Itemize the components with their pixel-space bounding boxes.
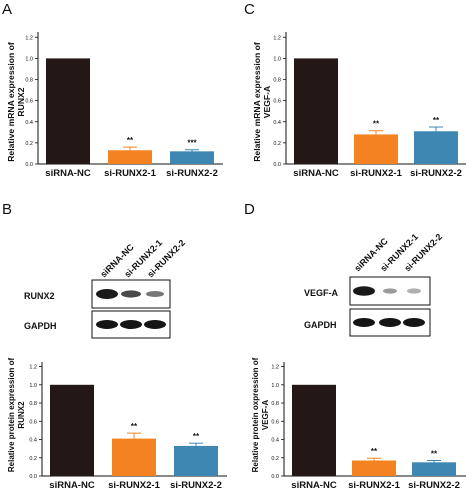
panel-c-ytick-label: 1.2 — [273, 35, 281, 41]
panel-b-significance: ** — [131, 422, 138, 431]
panel-c-bar — [414, 131, 458, 164]
panel-a: A Relative mRNA expression of RUNX2 0.0 0… — [0, 0, 237, 185]
panel-a-ytick-label: 1.0 — [25, 56, 33, 62]
panel-a-ylabel-line1: Relative mRNA expression of — [6, 42, 16, 162]
panel-b-ytick-label: 0.6 — [29, 419, 37, 425]
panel-d-ytick-label: 0.2 — [271, 456, 279, 462]
panel-c-ytick-label: 0.0 — [273, 162, 281, 168]
panel-c-ytick-label: 0.8 — [273, 78, 281, 84]
panel-d-band-gapdh-3 — [403, 318, 425, 327]
panel-b-ytick-label: 0.4 — [29, 438, 37, 444]
panel-c-ylabel-line2: VEGF-A — [262, 86, 272, 118]
panel-a-ytick-label: 0.0 — [25, 162, 33, 168]
panel-b-ylabel-line2: RUNX2 — [17, 401, 26, 429]
panel-b-svg: B siRNA-NC si-RUNX2-1 si-RUNX2-2 RUNX2 G… — [2, 201, 227, 491]
panel-c-ylabel-line1: Relative mRNA expression of — [252, 42, 262, 162]
panel-b-band-gapdh-2 — [120, 320, 142, 329]
panel-d-bar — [292, 384, 336, 476]
panel-b-ytick-label: 0.8 — [29, 401, 37, 407]
panel-b-band-runx2-1 — [96, 289, 118, 299]
panel-d-band-gapdh-2 — [379, 318, 401, 327]
panel-a-svg: A Relative mRNA expression of RUNX2 0.0 0… — [2, 1, 223, 179]
panel-b-ytick-label: 0.2 — [29, 456, 37, 462]
panel-b-category-label: si-RUNX2-1 — [108, 480, 160, 491]
panel-c-category-label: siRNA-NC — [293, 168, 339, 179]
panel-c-significance: ** — [433, 116, 440, 125]
panel-b-ytick-label: 0.0 — [29, 474, 37, 480]
panel-c-ytick-label: 0.4 — [273, 120, 281, 126]
panel-b-band-runx2-3 — [146, 291, 164, 297]
panel-b-blot-row-1-label: RUNX2 — [24, 291, 55, 301]
panel-d-svg: D siRNA-NC si-RUNX2-1 si-RUNX2-2 VEGF-A … — [244, 201, 466, 491]
panel-d-ytick-label: 0.0 — [271, 474, 279, 480]
panel-c-svg: C Relative mRNA expression of VEGF-A 0.0… — [244, 1, 466, 179]
panel-b: B siRNA-NC si-RUNX2-1 si-RUNX2-2 RUNX2 G… — [0, 200, 237, 493]
panel-b-category-label: si-RUNX2-2 — [170, 480, 222, 491]
panel-d-blot-row-2-label: GAPDH — [304, 320, 337, 330]
panel-a-ytick-label: 1.2 — [25, 35, 33, 41]
panel-d-band-vegfa-2 — [383, 288, 397, 294]
panel-a-category-label: siRNA-NC — [45, 168, 91, 179]
panel-a-ylabel-line2: RUNX2 — [16, 87, 26, 116]
panel-c-label: C — [244, 1, 255, 18]
panel-d: D siRNA-NC si-RUNX2-1 si-RUNX2-2 VEGF-A … — [240, 200, 474, 493]
panel-c: C Relative mRNA expression of VEGF-A 0.0… — [240, 0, 474, 185]
panel-d-ylabel-line2: VEGF-A — [261, 400, 270, 430]
panel-d-ytick-label: 0.6 — [271, 419, 279, 425]
panel-d-ytick-label: 0.4 — [271, 438, 279, 444]
panel-c-category-label: si-RUNX2-1 — [350, 168, 402, 179]
panel-b-label: B — [2, 201, 12, 218]
panel-d-category-label: si-RUNX2-2 — [408, 480, 460, 491]
panel-b-bar — [174, 445, 218, 476]
panel-a-label: A — [2, 1, 12, 18]
panel-d-significance: ** — [431, 449, 438, 458]
panel-d-significance: ** — [371, 447, 378, 456]
panel-d-ytick-label: 1.2 — [271, 365, 279, 371]
panel-c-ytick-label: 1.0 — [273, 56, 281, 62]
panel-c-ytick-label: 0.6 — [273, 99, 281, 105]
panel-d-ylabel-line1: Relative protein oxpression of — [251, 357, 260, 472]
panel-d-bar — [412, 462, 456, 476]
panel-c-significance: ** — [373, 120, 380, 129]
panel-a-bar — [46, 58, 90, 164]
panel-d-category-label: si-RUNX2-1 — [348, 480, 400, 491]
panel-b-ytick-label: 1.2 — [29, 365, 37, 371]
panel-b-band-gapdh-1 — [96, 320, 118, 329]
panel-b-ylabel-line1: Relative protein expression of — [7, 358, 16, 473]
panel-b-bar — [50, 384, 94, 476]
panel-d-band-gapdh-1 — [353, 318, 375, 327]
panel-a-ytick-label: 0.6 — [25, 99, 33, 105]
panel-b-bar — [112, 438, 156, 476]
panel-b-ytick-label: 1.0 — [29, 383, 37, 389]
panel-b-band-gapdh-3 — [144, 320, 166, 329]
panel-a-category-label: si-RUNX2-2 — [166, 168, 218, 179]
panel-d-category-label: siRNA-NC — [291, 480, 337, 491]
panel-a-ytick-label: 0.2 — [25, 141, 33, 147]
panel-b-category-label: siRNA-NC — [49, 480, 95, 491]
panel-c-bar — [354, 134, 398, 164]
panel-b-band-runx2-2 — [121, 290, 141, 298]
panel-c-category-label: si-RUNX2-2 — [410, 168, 462, 179]
panel-d-band-vegfa-3 — [407, 288, 421, 294]
panel-a-ytick-label: 0.8 — [25, 78, 33, 84]
panel-a-category-label: si-RUNX2-1 — [104, 168, 156, 179]
panel-c-bar — [294, 58, 338, 164]
panel-b-significance: ** — [193, 432, 200, 441]
panel-d-label: D — [244, 201, 255, 218]
panel-d-bar — [352, 460, 396, 476]
panel-b-blot-row-2-label: GAPDH — [24, 321, 57, 331]
panel-a-significance: ** — [127, 136, 134, 145]
panel-d-band-vegfa-1 — [353, 286, 375, 296]
panel-a-bar — [170, 151, 214, 164]
panel-a-significance: *** — [187, 139, 197, 148]
panel-d-blot-row-1-label: VEGF-A — [304, 288, 339, 298]
panel-d-ytick-label: 0.8 — [271, 401, 279, 407]
panel-a-bar — [108, 150, 152, 164]
panel-c-ytick-label: 0.2 — [273, 141, 281, 147]
panel-d-ytick-label: 1.0 — [271, 383, 279, 389]
panel-a-ytick-label: 0.4 — [25, 120, 33, 126]
